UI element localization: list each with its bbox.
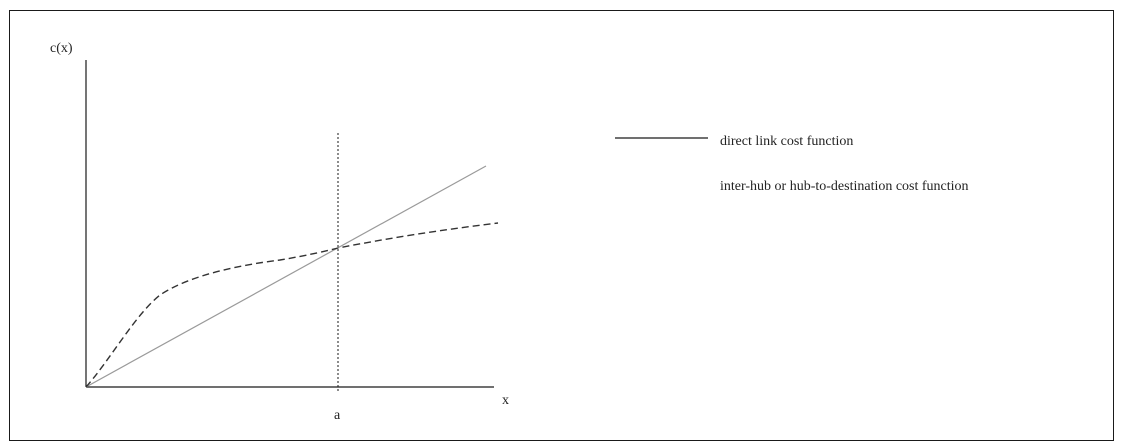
y-axis-label: c(x) <box>50 41 73 56</box>
legend-item-direct-link: direct link cost function <box>720 134 853 149</box>
legend-item-hub-cost: inter-hub or hub-to-destination cost fun… <box>720 179 969 194</box>
direct-link-cost-curve <box>85 165 487 388</box>
threshold-label-a: a <box>334 408 341 423</box>
x-axis-label: x <box>502 393 509 408</box>
figure-frame <box>9 10 1114 441</box>
hub-cost-curve <box>85 222 499 388</box>
